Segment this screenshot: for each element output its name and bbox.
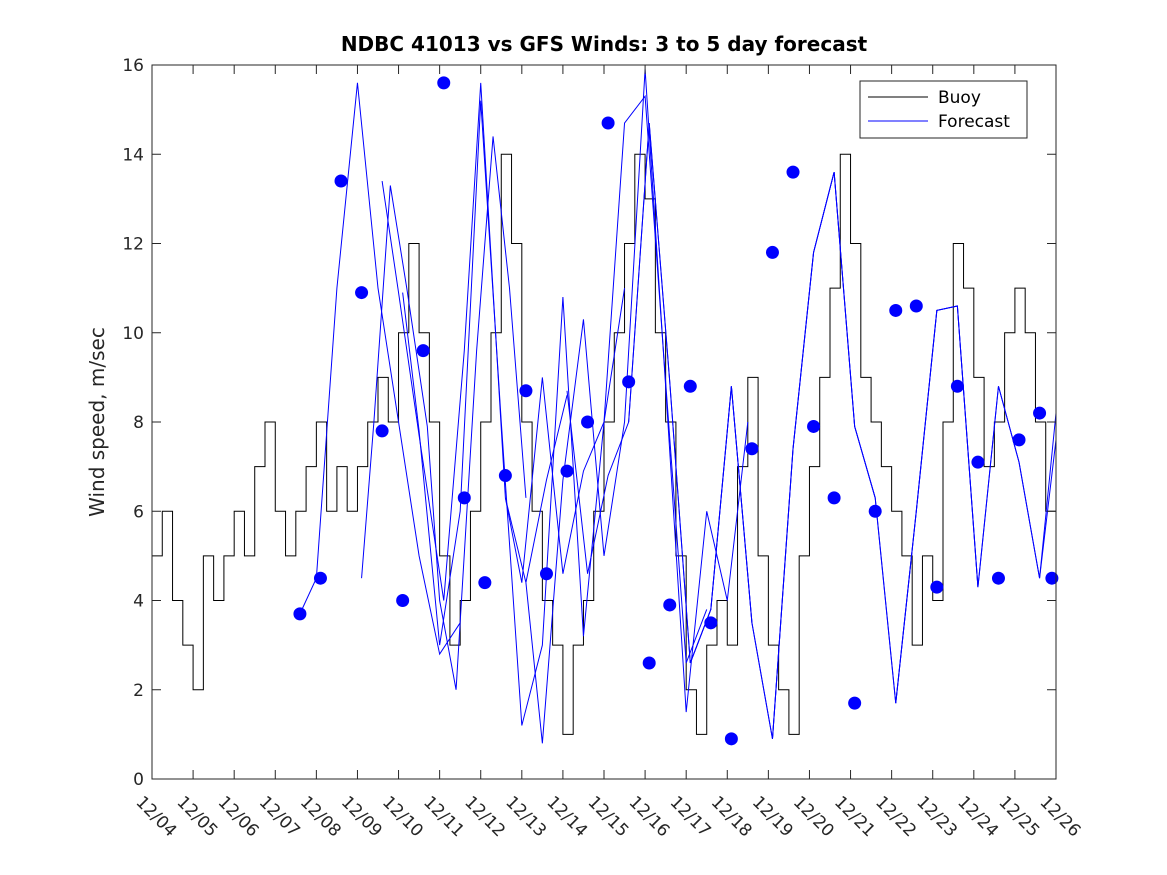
x-tick-label: 12/21 [830, 792, 879, 841]
forecast-point [1012, 433, 1026, 447]
x-tick-label: 12/08 [296, 792, 345, 841]
x-tick-label: 12/17 [666, 792, 715, 841]
forecast-point [581, 415, 595, 429]
chart-title: NDBC 41013 vs GFS Winds: 3 to 5 day fore… [341, 32, 868, 56]
forecast-point [375, 424, 389, 438]
y-tick-label: 4 [133, 592, 144, 612]
forecast-point [1033, 406, 1047, 420]
x-tick-label: 12/19 [748, 792, 797, 841]
forecast-point [745, 442, 759, 456]
x-tick-label: 12/07 [255, 792, 304, 841]
legend-forecast-label: Forecast [938, 112, 1010, 132]
forecast-point [622, 375, 636, 389]
forecast-point [765, 245, 779, 259]
forecast-point [313, 571, 327, 585]
x-tick-label: 12/16 [625, 792, 674, 841]
legend-box [859, 80, 1028, 139]
y-tick-label: 2 [133, 681, 144, 701]
forecast-line-4 [504, 94, 708, 664]
forecast-point [457, 491, 471, 505]
forecast-line-11 [895, 305, 1057, 704]
forecast-point [396, 594, 410, 607]
x-tick-label: 12/14 [542, 792, 591, 841]
forecast-point [293, 607, 307, 621]
forecast-point [807, 419, 821, 433]
forecast-point [519, 384, 533, 398]
x-tick-label: 12/15 [584, 792, 633, 841]
forecast-point [355, 286, 369, 300]
forecast-point [334, 174, 348, 188]
x-tick-label: 12/22 [871, 792, 920, 841]
forecast-line-1 [361, 136, 527, 690]
legend: Buoy Forecast [859, 80, 1028, 139]
forecast-series [299, 69, 1057, 744]
forecast-line-0 [299, 82, 461, 656]
y-tick-label: 6 [133, 502, 144, 522]
forecast-point [971, 455, 985, 469]
forecast-point [478, 576, 492, 590]
y-tick-label: 12 [122, 235, 144, 255]
forecast-point [991, 571, 1005, 585]
x-tick-label: 12/26 [1036, 792, 1085, 841]
forecast-point [868, 504, 882, 518]
forecast-point [827, 491, 841, 505]
y-tick-label: 10 [122, 324, 144, 344]
x-tick-label: 12/25 [994, 792, 1043, 841]
forecast-point [498, 469, 512, 483]
forecast-point [786, 165, 800, 179]
y-tick-label: 16 [122, 56, 144, 76]
forecast-point [1045, 571, 1059, 585]
forecast-point [642, 656, 656, 670]
x-tick-label: 12/04 [132, 792, 181, 841]
forecast-markers [293, 76, 1059, 746]
forecast-point [909, 299, 923, 313]
x-tick-label: 12/09 [337, 792, 386, 841]
forecast-line-3 [402, 100, 626, 726]
forecast-point [416, 344, 430, 358]
x-tick-label: 12/18 [707, 792, 756, 841]
forecast-point [724, 732, 738, 746]
y-axis: 0 2 4 6 8 10 12 14 16 [122, 56, 1056, 790]
forecast-point [663, 598, 677, 612]
x-tick-label: 12/20 [789, 792, 838, 841]
x-tick-label: 12/23 [912, 792, 961, 841]
forecast-point [848, 696, 862, 710]
forecast-point [683, 379, 697, 393]
forecast-point [930, 580, 944, 594]
forecast-line-5 [525, 69, 749, 744]
forecast-point [704, 616, 718, 630]
y-tick-label: 8 [133, 413, 144, 433]
forecast-point [950, 379, 964, 393]
x-tick-label: 12/13 [501, 792, 550, 841]
y-axis-label: Wind speed, m/sec [85, 327, 109, 517]
x-tick-label: 12/11 [419, 792, 468, 841]
y-tick-label: 0 [133, 770, 144, 790]
x-tick-label: 12/10 [378, 792, 427, 841]
forecast-line-2 [381, 82, 568, 601]
forecast-point [889, 303, 903, 317]
forecast-point [437, 76, 451, 90]
forecast-point [539, 567, 553, 581]
x-tick-label: 12/12 [460, 792, 509, 841]
y-tick-label: 14 [122, 145, 144, 165]
x-tick-label: 12/24 [953, 792, 1002, 841]
forecast-point [560, 464, 574, 478]
x-tick-label: 12/05 [173, 792, 222, 841]
forecast-point [601, 116, 615, 130]
legend-buoy-label: Buoy [938, 88, 981, 108]
x-tick-label: 12/06 [214, 792, 263, 841]
